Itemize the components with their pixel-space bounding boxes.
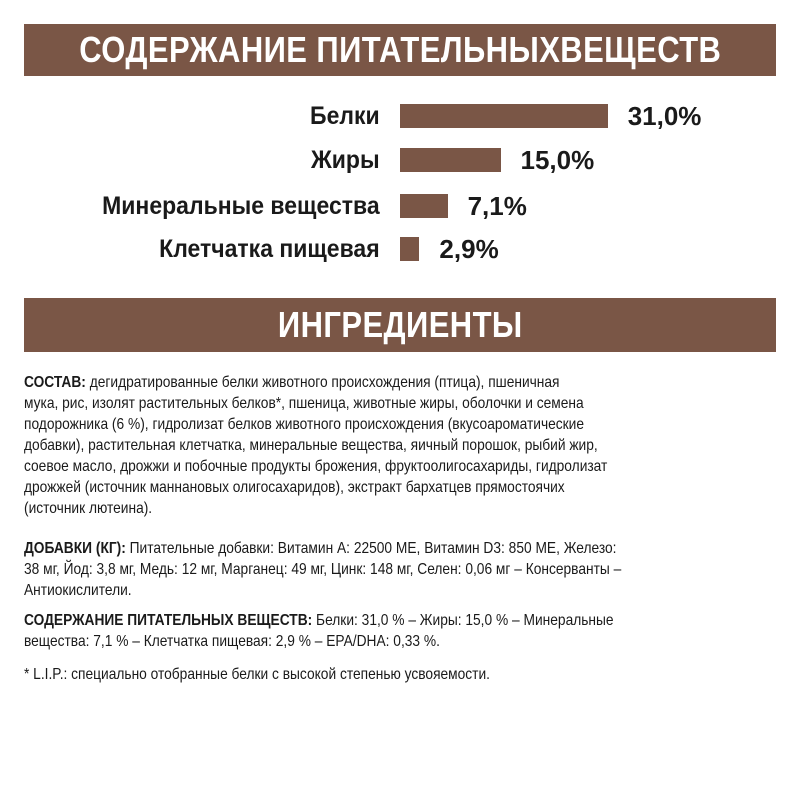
bar-value-label: 15,0%: [520, 145, 595, 175]
composition-line: соевое масло, дрожжи и побочные продукты…: [24, 458, 608, 475]
composition-line: дегидратированные белки животного происх…: [85, 374, 560, 391]
nutrients-label: СОДЕРЖАНИЕ ПИТАТЕЛЬНЫХ ВЕЩЕСТВ:: [24, 612, 313, 629]
bar-value-label: 7,1%: [467, 191, 527, 221]
bar-row: Минеральные вещества 7,1%: [0, 191, 800, 221]
nutrients-text-block: СОДЕРЖАНИЕ ПИТАТЕЛЬНЫХ ВЕЩЕСТВ: Белки: 3…: [24, 610, 710, 652]
bar-label: Белки: [310, 102, 380, 130]
additives-line: 38 мг, Йод: 3,8 мг, Медь: 12 мг, Маргане…: [24, 561, 622, 578]
bar-value-label: 31,0%: [627, 101, 702, 131]
composition-block: СОСТАВ: дегидратированные белки животног…: [24, 372, 702, 519]
nutrients-header: СОДЕРЖАНИЕ ПИТАТЕЛЬНЫХВЕЩЕСТВ: [24, 24, 776, 76]
additives-label: ДОБАВКИ (КГ):: [24, 540, 126, 557]
composition-label: СОСТАВ:: [24, 374, 86, 391]
bar-label: Минеральные вещества: [102, 192, 380, 220]
bar-value-label: 2,9%: [439, 234, 499, 264]
bar-label: Клетчатка пищевая: [159, 235, 380, 263]
composition-line: добавки), растительная клетчатка, минера…: [24, 437, 598, 454]
bar: [400, 194, 448, 218]
bar-row: Жиры 15,0%: [0, 145, 800, 175]
nutrients-line: вещества: 7,1 % – Клетчатка пищевая: 2,9…: [24, 633, 440, 650]
ingredients-header-text: ИНГРЕДИЕНТЫ: [277, 304, 523, 345]
nutrients-line: Белки: 31,0 % – Жиры: 15,0 % – Минеральн…: [312, 612, 614, 629]
composition-line: (источник лютеина).: [24, 500, 153, 517]
bar: [400, 237, 420, 261]
bar-label: Жиры: [311, 146, 380, 174]
bar: [400, 104, 608, 128]
footnote: * L.I.P.: специально отобранные белки с …: [24, 666, 490, 683]
additives-line: Антиокислители.: [24, 582, 132, 599]
nutrients-header-text: СОДЕРЖАНИЕ ПИТАТЕЛЬНЫХВЕЩЕСТВ: [78, 29, 722, 70]
additives-block: ДОБАВКИ (КГ): Питательные добавки: Витам…: [24, 538, 718, 601]
bar-row: Белки 31,0%: [0, 101, 800, 131]
ingredients-header: ИНГРЕДИЕНТЫ: [24, 298, 776, 352]
footnote-block: * L.I.P.: специально отобранные белки с …: [24, 664, 566, 685]
additives-line: Питательные добавки: Витамин A: 22500 МЕ…: [125, 540, 617, 557]
bar-row: Клетчатка пищевая 2,9%: [0, 234, 800, 264]
composition-line: подорожника (6 %), гидролизат белков жив…: [24, 416, 585, 433]
composition-line: дрожжей (источник маннановых олигосахари…: [24, 479, 565, 496]
bar: [400, 148, 501, 172]
composition-line: мука, рис, изолят растительных белков*, …: [24, 395, 584, 412]
